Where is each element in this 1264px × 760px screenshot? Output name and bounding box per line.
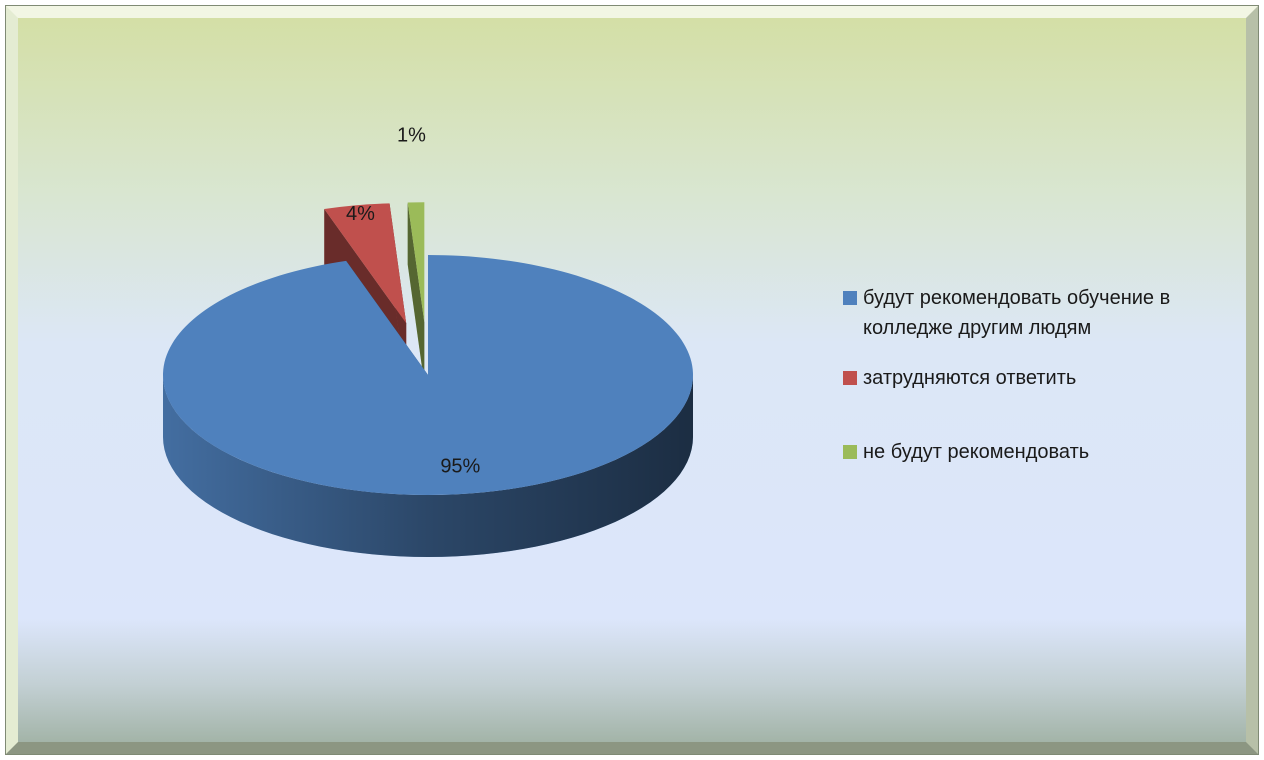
legend-swatch — [843, 291, 857, 305]
legend-label: затрудняются ответить — [863, 367, 1077, 389]
legend-item: будут рекомендовать обучение в колледже … — [843, 283, 1243, 343]
legend-swatch — [843, 445, 857, 459]
slice-wall-shade — [407, 202, 425, 385]
data-label: 1% — [397, 125, 426, 147]
slice — [163, 255, 694, 495]
data-label: 4% — [346, 203, 375, 225]
slice — [407, 202, 425, 323]
legend-label: не будут рекомендовать — [863, 441, 1090, 463]
data-label: 95% — [440, 456, 480, 478]
legend-swatch — [843, 371, 857, 385]
legend-label: будут рекомендовать обучение в колледже … — [863, 287, 1171, 339]
slice-wall — [407, 202, 425, 385]
legend: будут рекомендовать обучение в колледже … — [843, 283, 1243, 467]
legend-item: не будут рекомендовать — [843, 437, 1243, 467]
slice-side-shade — [163, 375, 693, 557]
legend-item: затрудняются ответить — [843, 363, 1243, 393]
slice — [324, 203, 407, 324]
